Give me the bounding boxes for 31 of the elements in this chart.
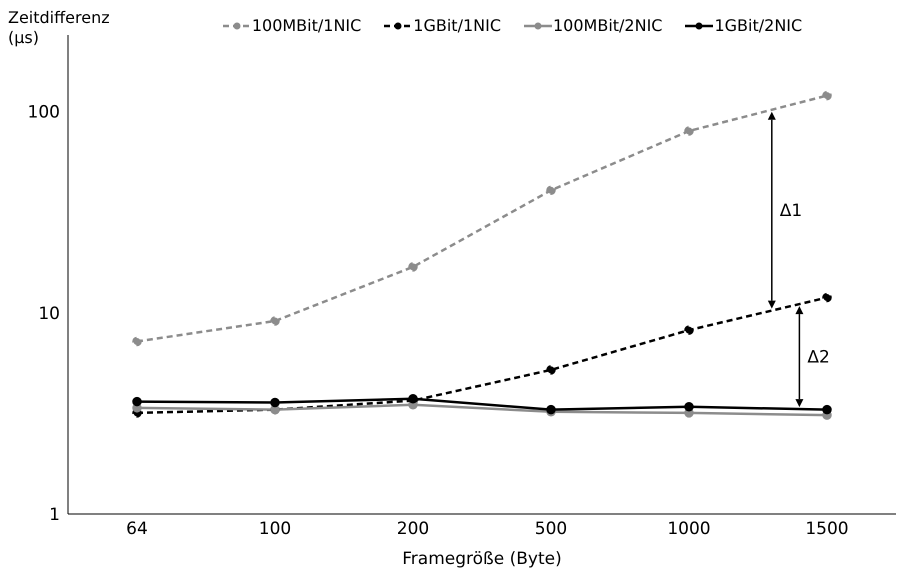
y-axis-title: Zeitdifferenz (µs) bbox=[8, 8, 110, 48]
legend-label: 1GBit/2NIC bbox=[714, 16, 802, 35]
y-tick-label: 10 bbox=[38, 304, 60, 324]
point bbox=[546, 404, 556, 414]
x-tick-label: 500 bbox=[534, 519, 568, 540]
x-tick-label: 200 bbox=[396, 519, 430, 540]
x-tick-label: 1000 bbox=[667, 519, 711, 540]
point bbox=[822, 90, 832, 100]
point bbox=[270, 398, 280, 408]
x-tick-label: 100 bbox=[258, 519, 292, 540]
point bbox=[684, 126, 694, 136]
legend-label: 1GBit/1NIC bbox=[413, 16, 501, 35]
annotation: Δ2 bbox=[807, 348, 830, 368]
point bbox=[822, 292, 832, 302]
point bbox=[132, 336, 142, 346]
point bbox=[270, 316, 280, 326]
point bbox=[132, 396, 142, 406]
point bbox=[684, 325, 694, 335]
x-tick-label: 1500 bbox=[805, 519, 849, 540]
point bbox=[684, 402, 694, 412]
y-tick-label: 1 bbox=[49, 505, 60, 526]
x-tick-label: 64 bbox=[126, 519, 148, 540]
y-tick-label: 100 bbox=[28, 102, 60, 123]
point bbox=[822, 404, 832, 414]
point bbox=[546, 186, 556, 196]
legend-label: 100MBit/1NIC bbox=[252, 16, 362, 35]
point bbox=[546, 365, 556, 375]
legend-label: 100MBit/2NIC bbox=[553, 16, 662, 35]
point bbox=[408, 262, 418, 272]
annotation: Δ1 bbox=[780, 201, 802, 222]
x-axis-title: Framegröße (Byte) bbox=[402, 549, 562, 569]
